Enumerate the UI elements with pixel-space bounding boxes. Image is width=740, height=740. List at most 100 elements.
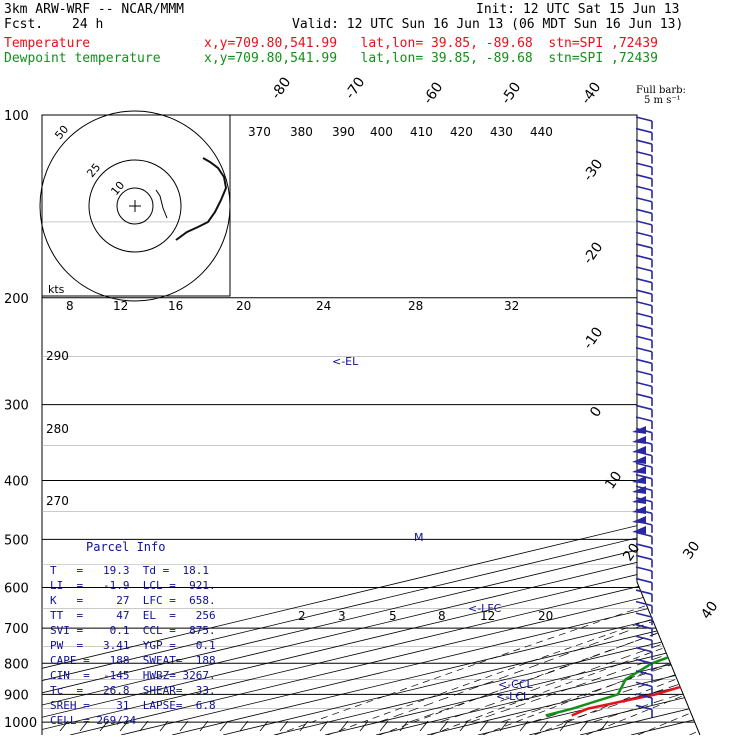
bottom-barb: [239, 720, 249, 732]
mixing-ratio-label: 12: [480, 609, 495, 623]
lcl-level-label: <-LCL: [496, 690, 530, 703]
wind-pennant: [632, 476, 646, 484]
valid-time: Valid: 12 UTC Sun 16 Jun 13 (06 MDT Sun …: [292, 17, 684, 32]
moist-adiabat: [409, 269, 700, 723]
bottom-barb: [379, 720, 389, 732]
wind-barb: [635, 589, 653, 595]
isotherm: [222, 115, 700, 735]
moist-adiabat: [378, 269, 700, 723]
wind-barb: [635, 462, 653, 468]
wind-barb: [635, 577, 653, 584]
wind-pennant: [632, 436, 646, 444]
wind-barb: [635, 323, 653, 330]
hodograph-box: [41, 114, 231, 297]
temperature-legend: Temperature: [4, 36, 91, 51]
isotherm-label: 40: [698, 599, 721, 623]
hodograph-storm-motion: [155, 189, 168, 219]
wind-barb: [635, 612, 653, 618]
bottom-barb: [539, 720, 549, 732]
mixing-ratio-label: 8: [438, 609, 446, 623]
bottom-barb: [119, 720, 129, 732]
isotherm-label: -80: [268, 74, 294, 102]
mixing-ratio-label: 2: [298, 609, 306, 623]
parcel-row: CELL = 269/24: [50, 714, 137, 727]
barb-key-line1: Full barb:: [636, 85, 686, 96]
wind-barb: [635, 393, 653, 399]
moist-adiabat: [470, 269, 700, 723]
wind-barb: [635, 658, 653, 665]
wind-barb: [635, 531, 653, 538]
isotherm: [42, 115, 700, 735]
bottom-barb: [199, 720, 209, 732]
bottom-barb: [499, 720, 509, 732]
wind-pennant: [632, 526, 646, 534]
wind-barb: [635, 150, 653, 157]
isotherm: [69, 115, 700, 735]
pressure-label: 1000: [4, 716, 37, 731]
wind-barb: [635, 289, 653, 295]
hodograph-axis-tick: 24: [316, 299, 331, 313]
wind-barb: [635, 623, 653, 630]
bottom-barb: [599, 720, 609, 732]
wind-barb: [635, 704, 653, 711]
wind-barb: [635, 208, 653, 215]
isotherm: [42, 115, 700, 735]
bottom-barb: [459, 720, 469, 732]
isotherm-label: 20: [620, 541, 643, 565]
bottom-barb: [399, 720, 409, 732]
isotherm-label: -20: [580, 239, 606, 267]
parcel-row: CAPE = 188 SWEAT= 188: [50, 654, 216, 667]
wind-barb: [635, 681, 653, 688]
bottom-barb: [319, 720, 329, 732]
hodograph-ring: [116, 187, 154, 225]
wind-barb: [635, 346, 653, 353]
dewpoint-location: x,y=709.80,541.99 lat,lon= 39.85, -89.68…: [204, 51, 658, 66]
wind-barb: [635, 543, 653, 549]
bottom-barb: [159, 720, 169, 732]
wind-barb: [635, 116, 653, 122]
lfc-level-label: <-LFC: [468, 602, 502, 615]
theta-e-label: 390: [332, 125, 355, 139]
wind-barb: [635, 566, 653, 572]
isotherm: [42, 115, 700, 735]
bottom-barb: [59, 720, 69, 732]
wind-barb: [635, 266, 653, 272]
moist-adiabat: [500, 269, 700, 723]
bottom-barb: [259, 720, 269, 732]
theta-label: 290: [46, 349, 69, 363]
isotherm: [477, 115, 700, 735]
wind-barbs: [59, 116, 653, 732]
mixing-ratio-label: 3: [338, 609, 346, 623]
isotherm-label: -30: [580, 156, 606, 184]
wind-barb: [635, 370, 653, 376]
parcel-row: PW = 3.41 YGP = 0.1: [50, 639, 216, 652]
mixing-ratio-label: 20: [538, 609, 553, 623]
hodograph-axis-tick: 12: [113, 299, 128, 313]
bottom-barb: [179, 720, 189, 732]
isotherm: [42, 115, 700, 735]
pressure-label: 700: [4, 622, 29, 637]
isotherm-label: -10: [580, 324, 606, 352]
bottom-barb: [519, 720, 529, 732]
bottom-barb: [99, 720, 109, 732]
wind-barb: [635, 473, 653, 480]
init-time: Init: 12 UTC Sat 15 Jun 13: [476, 2, 680, 17]
dry-adiabat: [637, 115, 700, 735]
wind-barb: [635, 277, 653, 284]
wind-barb: [635, 381, 653, 388]
forecast-hour: 24 h: [72, 17, 104, 32]
bottom-barb: [79, 720, 89, 732]
isotherm: [426, 115, 700, 735]
model-title: 3km ARW-WRF -- NCAR/MMM: [4, 2, 185, 17]
bottom-barb: [419, 720, 429, 732]
wind-barb: [635, 185, 653, 192]
parcel-row: K = 27 LFC = 658.: [50, 594, 216, 607]
wind-barb: [635, 312, 653, 318]
hodograph-axis-tick: 16: [168, 299, 183, 313]
bottom-barb: [279, 720, 289, 732]
wind-pennant: [632, 496, 646, 504]
wind-barb: [635, 196, 653, 203]
wind-barb: [635, 416, 653, 422]
mixing-ratio-label: 5: [389, 609, 397, 623]
